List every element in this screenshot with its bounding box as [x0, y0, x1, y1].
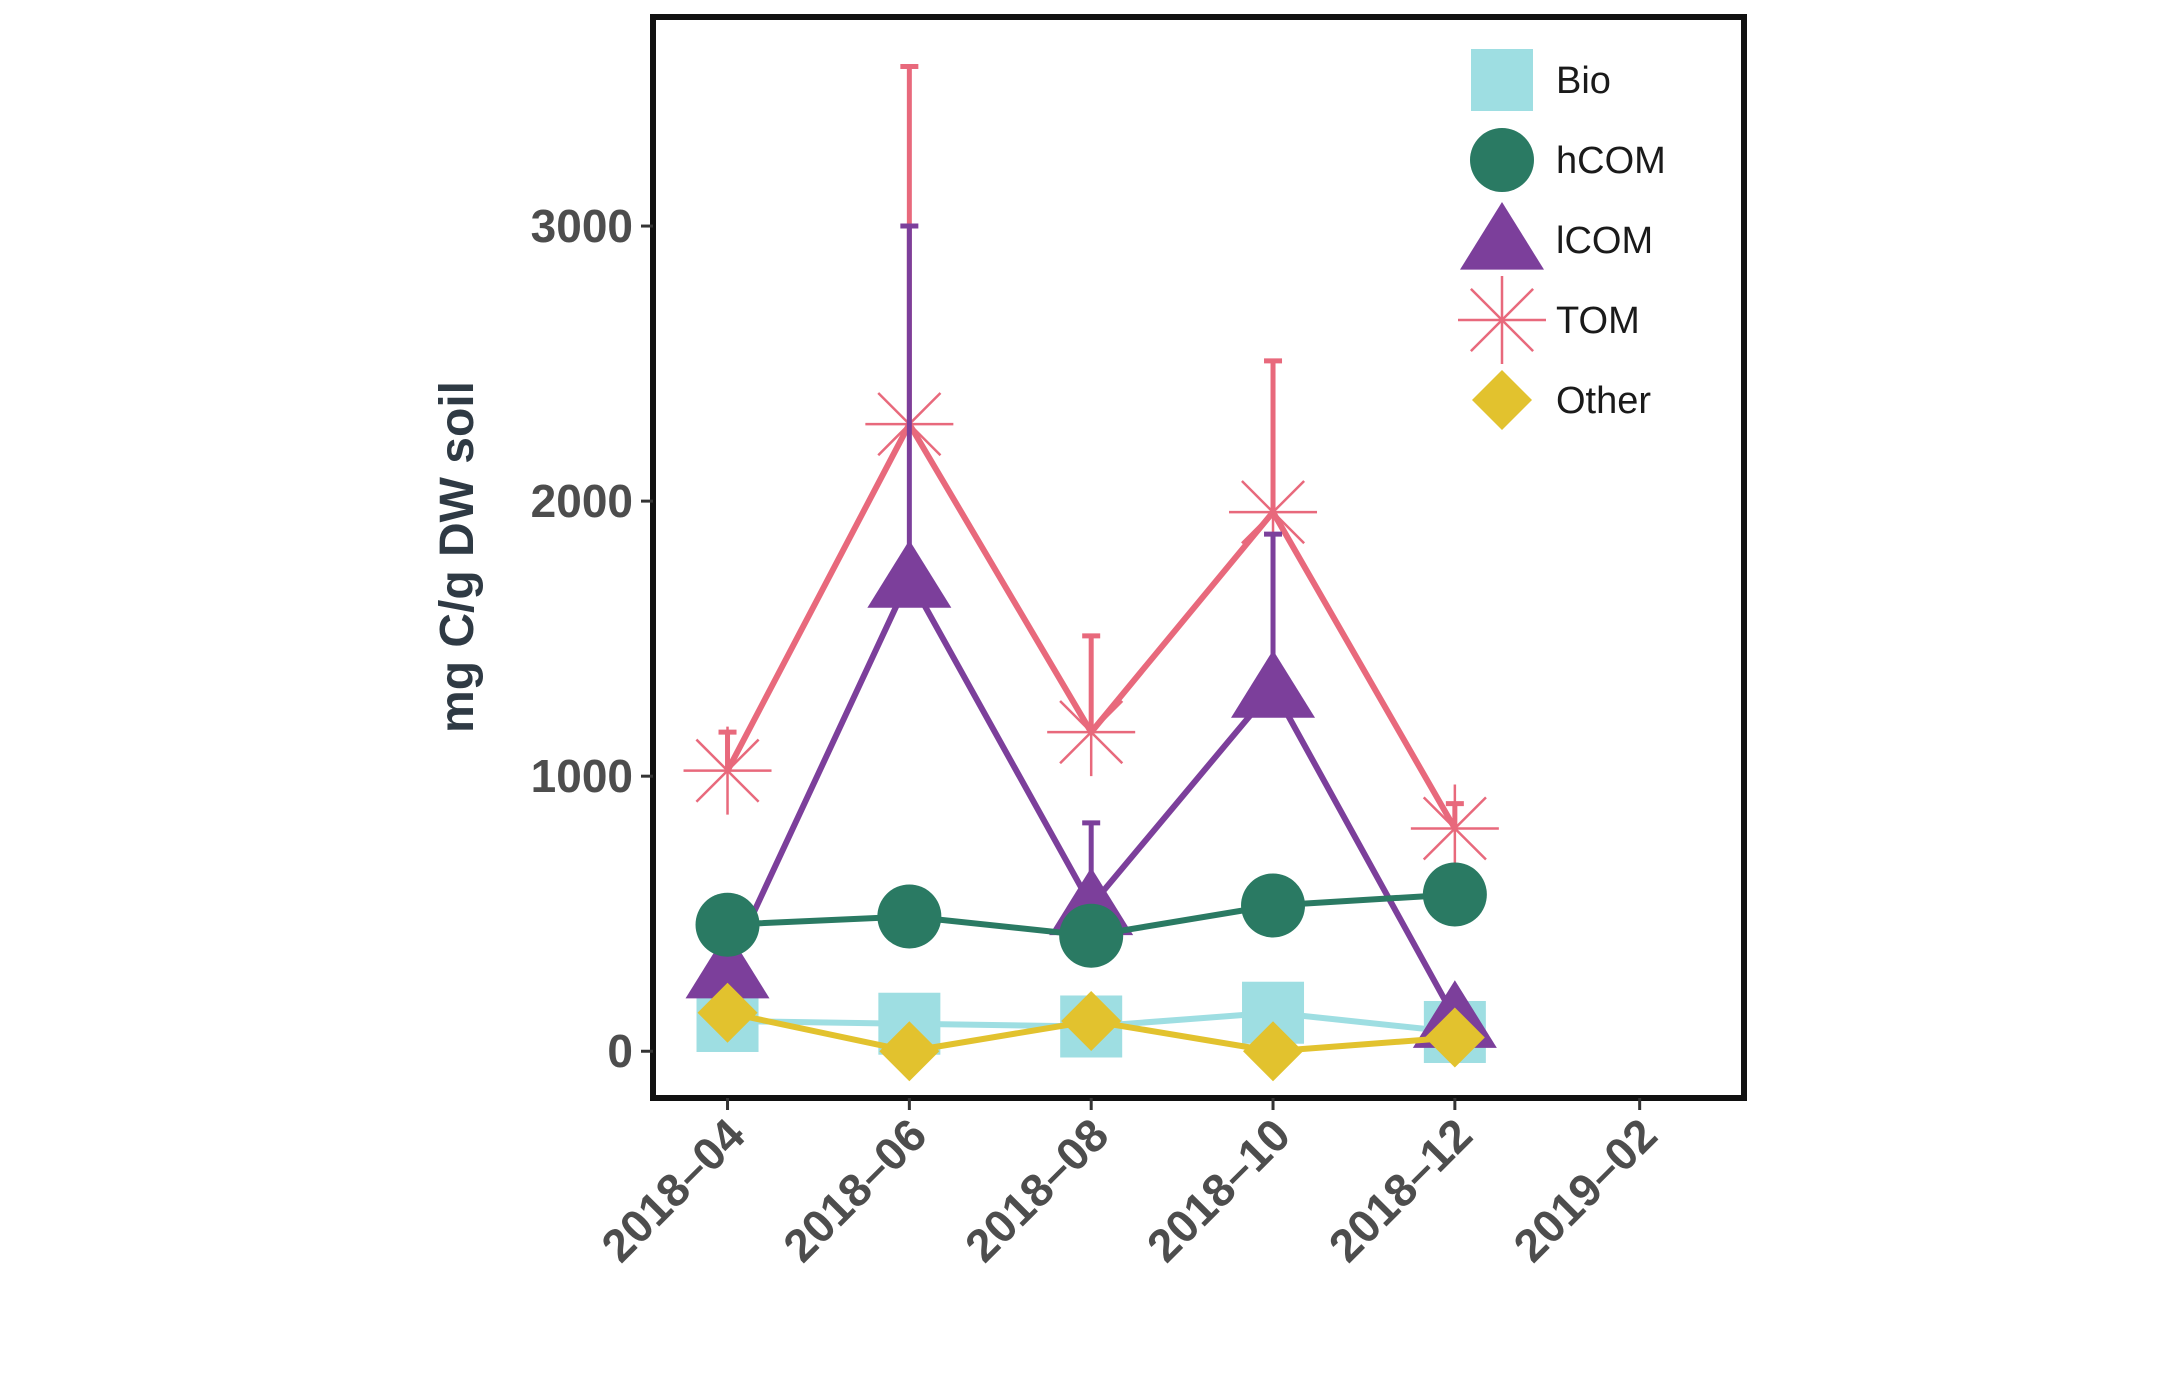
legend-item-tom: TOM: [1458, 276, 1640, 364]
series-tom: [683, 64, 1499, 873]
tom-point: [1047, 688, 1136, 777]
hcom-point: [1422, 862, 1487, 927]
lcom-point: [867, 540, 952, 608]
series-hcom: [695, 862, 1487, 968]
legend-key-other: [1472, 370, 1532, 430]
series-layer: [683, 64, 1499, 1082]
x-tick-label-2018-10-01: 2018–10: [1137, 1108, 1300, 1271]
series-other: [697, 982, 1485, 1082]
hcom-point: [1059, 903, 1124, 968]
lcom-point: [685, 930, 770, 999]
y-tick-label-3000: 3000: [531, 200, 633, 252]
x-tick-label-2018-12-01: 2018–12: [1319, 1108, 1482, 1271]
other-point: [1061, 990, 1122, 1051]
legend-label-lcom: lCOM: [1556, 220, 1653, 262]
hcom-point: [877, 884, 942, 949]
tom-point: [1229, 468, 1318, 557]
legend-key-bio: [1471, 49, 1533, 111]
plot-panel: [650, 14, 1747, 1101]
tom-point: [1410, 784, 1499, 873]
plot-border: [650, 14, 1747, 1101]
other-point: [697, 982, 758, 1043]
y-axis-title: mg C/g DW soil: [431, 381, 484, 733]
legend-item-hcom: hCOM: [1470, 128, 1666, 192]
legend-label-tom: TOM: [1556, 300, 1640, 342]
legend-label-other: Other: [1556, 380, 1651, 422]
x-tick-label-2018-08-01: 2018–08: [955, 1108, 1118, 1271]
y-tick-label-1000: 1000: [531, 750, 633, 802]
legend-item-lcom: lCOM: [1460, 202, 1653, 270]
tom-point: [683, 726, 772, 815]
legend-key-lcom: [1460, 202, 1544, 270]
hcom-point: [695, 892, 760, 957]
x-tick-label-2018-04-01: 2018–04: [591, 1108, 755, 1272]
lcom-point: [1231, 650, 1316, 718]
legend-key-tom: [1458, 276, 1546, 364]
other-point: [1243, 1021, 1304, 1082]
other-point: [1424, 1007, 1485, 1068]
x-tick-label-2018-06-01: 2018–06: [773, 1108, 936, 1271]
legend-label-bio: Bio: [1556, 60, 1611, 102]
legend-item-other: Other: [1472, 370, 1651, 430]
y-tick-label-0: 0: [607, 1025, 633, 1077]
legend-key-hcom: [1470, 128, 1534, 192]
legend-label-hcom: hCOM: [1556, 140, 1666, 182]
x-tick-label-2019-02-01: 2019–02: [1503, 1108, 1666, 1271]
legend-item-bio: Bio: [1471, 49, 1611, 111]
other-point: [879, 1021, 940, 1082]
y-tick-label-2000: 2000: [531, 475, 633, 527]
hcom-point: [1241, 873, 1306, 938]
y-axis: 0 1000 2000 3000: [531, 200, 653, 1077]
x-axis: 2018–04 2018–06 2018–08 2018–10 2018–12 2019–…: [591, 1098, 1667, 1272]
legend: Bio hCOM lCOM TOM Other: [1458, 49, 1666, 430]
